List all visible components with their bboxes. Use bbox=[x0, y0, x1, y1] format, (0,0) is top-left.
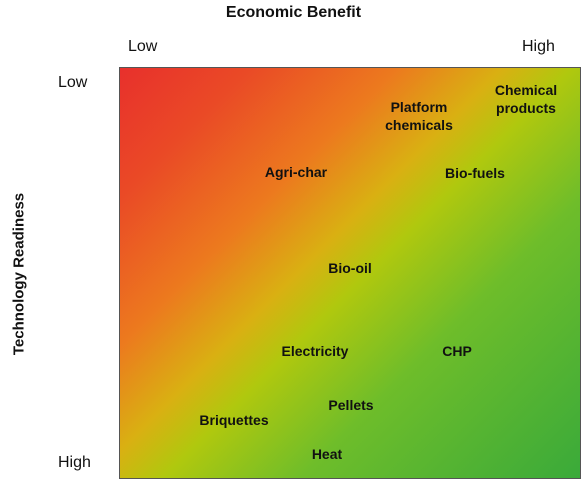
item-bio-oil: Bio-oil bbox=[328, 260, 372, 276]
y-axis-title: Technology Readiness bbox=[10, 192, 28, 356]
item-pellets: Pellets bbox=[328, 397, 374, 413]
item-platform-chemicals: Platform chemicals bbox=[385, 99, 453, 133]
item-briquettes: Briquettes bbox=[199, 412, 269, 428]
readiness-benefit-matrix: Platform chemicals Chemical products Agr… bbox=[119, 67, 581, 479]
item-chemical-products: Chemical products bbox=[494, 82, 558, 116]
item-agri-char: Agri-char bbox=[264, 164, 328, 180]
item-bio-fuels: Bio-fuels bbox=[445, 165, 505, 181]
item-electricity: Electricity bbox=[281, 343, 349, 359]
y-axis-high-label: High bbox=[58, 454, 91, 471]
x-axis-title: Economic Benefit bbox=[225, 4, 362, 21]
item-heat: Heat bbox=[311, 446, 343, 462]
item-chp: CHP bbox=[442, 343, 472, 359]
x-axis-low-label: Low bbox=[128, 38, 158, 55]
y-axis-low-label: Low bbox=[58, 74, 88, 91]
x-axis-high-label: High bbox=[522, 38, 555, 55]
